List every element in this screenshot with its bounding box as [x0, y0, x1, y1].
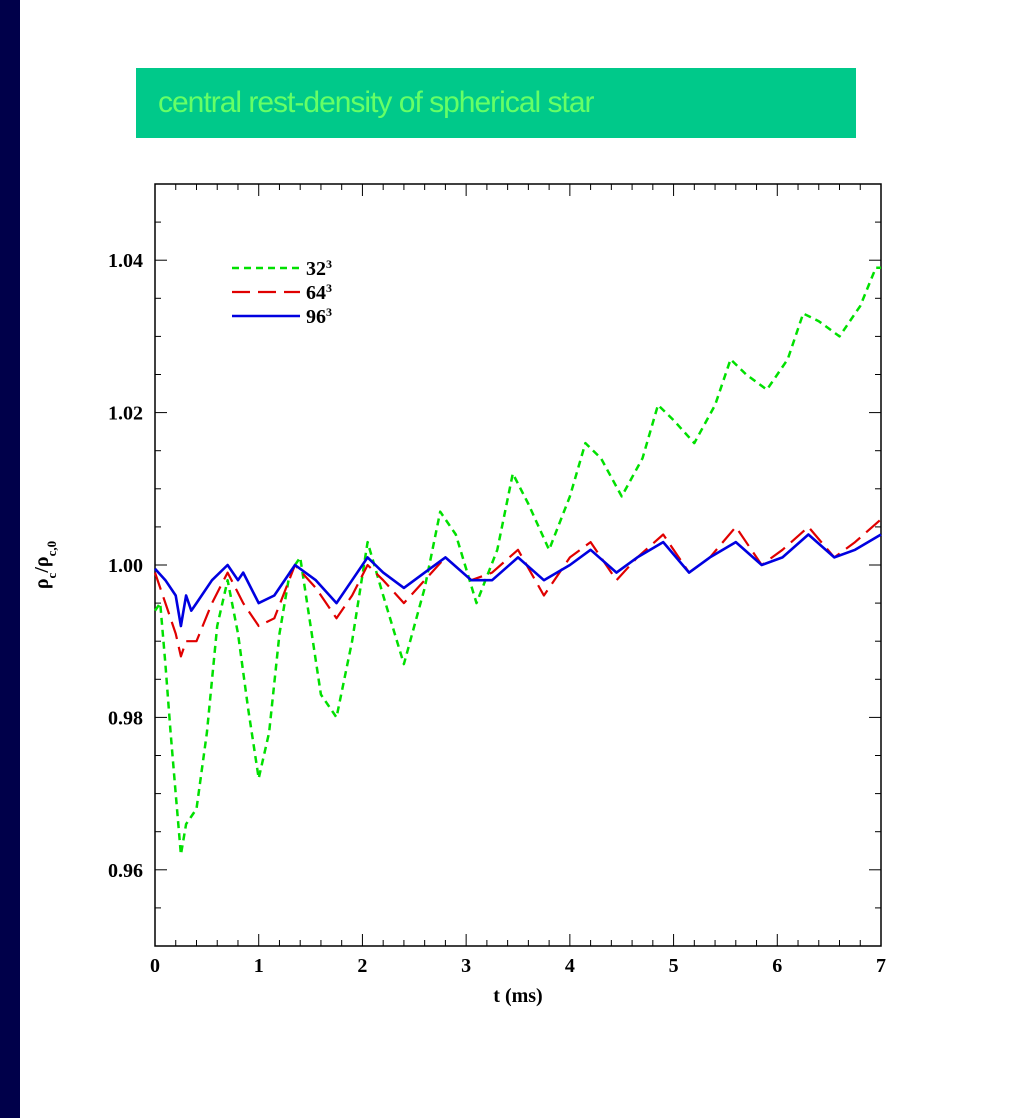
x-tick-label: 6: [772, 955, 782, 977]
plot-frame: [154, 183, 882, 947]
x-axis-label: t (ms): [493, 985, 542, 1007]
y-tick-label: 1.00: [108, 555, 143, 577]
x-tick-label: 2: [357, 955, 367, 977]
series-line-64: [153, 518, 882, 658]
y-tick-label: 1.04: [108, 250, 143, 272]
title-banner: central rest-density of spherical star: [136, 68, 856, 138]
y-tick-label: 0.98: [108, 707, 143, 729]
legend-label-96: 963: [306, 305, 332, 328]
banner-title: central rest-density of spherical star: [158, 86, 595, 119]
x-tick-label: 1: [254, 955, 264, 977]
y-tick-label: 0.96: [108, 860, 143, 882]
series-line-96: [154, 533, 882, 628]
legend-label-64: 643: [306, 281, 332, 304]
plot-area: 0 1 2 3 4 5 6 7 0.96 0.98 1.00 1.02 1.04 t (ms) ρc/ρc,…: [31, 183, 886, 1007]
x-tick-label: 4: [565, 955, 575, 977]
y-axis-label: ρc/ρc,0: [31, 541, 59, 589]
x-tick-label: 0: [150, 955, 160, 977]
legend-label-32: 323: [306, 257, 332, 280]
x-tick-label: 7: [876, 955, 886, 977]
y-tick-label: 1.02: [108, 403, 143, 425]
series-line-32: [153, 266, 881, 856]
x-tick-label: 3: [461, 955, 471, 977]
x-tick-label: 5: [669, 955, 679, 977]
